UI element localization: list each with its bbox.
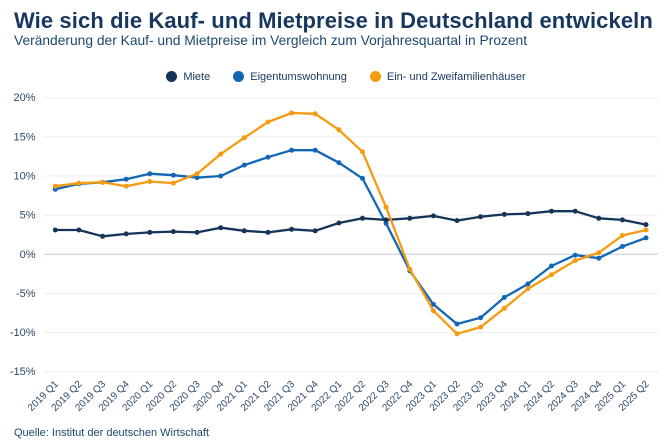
svg-text:20%: 20% bbox=[13, 92, 35, 104]
svg-text:-15%: -15% bbox=[10, 366, 36, 378]
svg-text:10%: 10% bbox=[13, 171, 35, 183]
svg-text:15%: 15% bbox=[13, 131, 35, 143]
svg-text:0%: 0% bbox=[20, 249, 36, 261]
svg-text:-5%: -5% bbox=[16, 288, 36, 300]
svg-text:5%: 5% bbox=[20, 210, 36, 222]
svg-text:-10%: -10% bbox=[10, 327, 36, 339]
